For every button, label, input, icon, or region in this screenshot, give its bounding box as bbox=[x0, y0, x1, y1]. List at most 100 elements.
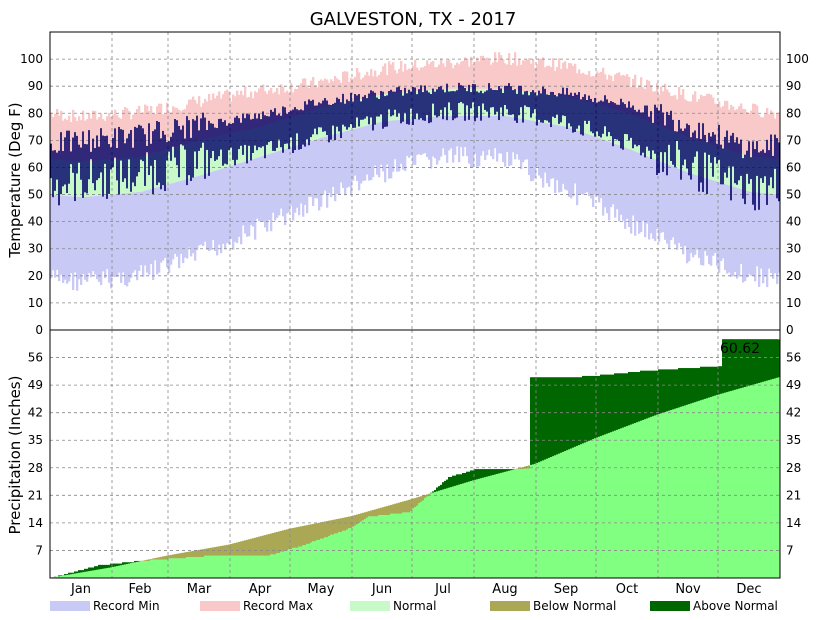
record-max-bar bbox=[340, 82, 343, 104]
record-min-bar bbox=[262, 156, 265, 222]
record-min-bar bbox=[498, 115, 501, 154]
record-min-bar bbox=[706, 178, 709, 256]
record-min-bar bbox=[354, 128, 357, 176]
record-min-bar bbox=[772, 193, 775, 279]
record-min-bar bbox=[536, 121, 539, 167]
precipitation-tick-right: 28 bbox=[786, 461, 801, 475]
record-max-bar bbox=[572, 65, 575, 99]
record-min-bar bbox=[604, 140, 607, 208]
above-normal-bar bbox=[714, 366, 717, 396]
below-normal-bar bbox=[264, 535, 267, 556]
normal-precip-bar bbox=[80, 572, 83, 578]
record-max-bar bbox=[116, 114, 119, 159]
actual-precip-bar bbox=[194, 557, 197, 578]
record-min-bar bbox=[452, 115, 455, 163]
below-normal-bar bbox=[172, 554, 175, 559]
record-min-bar bbox=[304, 142, 307, 205]
record-min-bar bbox=[644, 155, 647, 238]
record-max-bar bbox=[92, 110, 95, 162]
actual-precip-bar bbox=[258, 555, 261, 578]
above-normal-bar bbox=[710, 366, 713, 397]
above-normal-bar bbox=[104, 564, 107, 569]
below-normal-bar bbox=[426, 494, 429, 497]
record-min-bar bbox=[590, 135, 593, 199]
record-min-bar bbox=[524, 119, 527, 160]
above-normal-bar bbox=[670, 369, 673, 411]
record-min-bar bbox=[654, 159, 657, 242]
normal-precip-bar bbox=[472, 480, 475, 578]
normal-precip-bar bbox=[140, 561, 143, 578]
normal-precip-bar bbox=[596, 437, 599, 578]
record-min-bar bbox=[300, 144, 303, 204]
record-min-bar bbox=[364, 126, 367, 181]
record-max-bar bbox=[180, 111, 183, 146]
record-max-bar bbox=[556, 67, 559, 96]
normal-precip-bar bbox=[776, 377, 779, 578]
record-max-bar bbox=[534, 68, 537, 93]
actual-precip-bar bbox=[296, 547, 299, 578]
above-normal-bar bbox=[754, 339, 757, 385]
record-max-bar bbox=[464, 57, 467, 89]
actual-precip-bar bbox=[362, 520, 365, 578]
actual-precip-bar bbox=[222, 555, 225, 578]
above-normal-bar bbox=[442, 482, 445, 490]
record-min-bar bbox=[56, 195, 59, 270]
record-max-bar bbox=[504, 63, 507, 89]
record-min-bar bbox=[122, 193, 125, 273]
record-min-bar bbox=[516, 117, 519, 155]
normal-precip-bar bbox=[690, 403, 693, 578]
actual-precip-bar bbox=[218, 555, 221, 578]
actual-precip-bar bbox=[392, 513, 395, 578]
record-min-bar bbox=[396, 120, 399, 172]
record-max-bar bbox=[382, 66, 385, 95]
normal-precip-bar bbox=[62, 575, 65, 578]
record-max-bar bbox=[108, 112, 111, 160]
actual-precip-bar bbox=[186, 557, 189, 578]
normal-precip-bar bbox=[762, 381, 765, 578]
actual-precip-bar bbox=[416, 505, 419, 578]
record-min-bar bbox=[298, 144, 301, 216]
above-normal-bar bbox=[88, 567, 91, 572]
record-max-bar bbox=[684, 99, 687, 137]
normal-precip-bar bbox=[572, 447, 575, 578]
above-normal-bar bbox=[80, 570, 83, 573]
above-normal-bar bbox=[686, 368, 689, 405]
normal-precip-bar bbox=[84, 571, 87, 578]
normal-precip-bar bbox=[534, 463, 537, 578]
record-max-bar bbox=[420, 67, 423, 91]
record-min-bar bbox=[144, 190, 147, 266]
above-normal-bar bbox=[602, 374, 605, 436]
record-max-bar bbox=[226, 89, 229, 135]
record-max-bar bbox=[770, 110, 773, 159]
record-max-bar bbox=[732, 106, 735, 152]
record-max-bar bbox=[554, 71, 557, 96]
above-normal-bar bbox=[512, 469, 515, 470]
above-normal-bar bbox=[730, 339, 733, 391]
normal-range-bar bbox=[110, 159, 113, 195]
temperature-tick-left: 0 bbox=[35, 323, 43, 337]
below-normal-bar bbox=[396, 503, 399, 514]
normal-precip-bar bbox=[710, 396, 713, 578]
normal-precip-bar bbox=[634, 423, 637, 578]
below-normal-bar bbox=[314, 523, 317, 542]
record-max-bar bbox=[466, 58, 469, 89]
above-normal-bar bbox=[480, 469, 483, 479]
above-normal-bar bbox=[502, 469, 505, 473]
actual-precip-bar bbox=[352, 526, 355, 578]
actual-precip-bar bbox=[176, 558, 179, 578]
normal-precip-bar bbox=[660, 413, 663, 578]
record-max-bar bbox=[348, 81, 351, 102]
actual-precip-bar bbox=[526, 468, 529, 578]
record-max-bar bbox=[778, 112, 781, 160]
below-normal-bar bbox=[162, 556, 165, 560]
record-min-bar bbox=[660, 161, 663, 233]
above-normal-bar bbox=[458, 474, 461, 485]
below-normal-bar bbox=[178, 553, 181, 559]
record-min-bar bbox=[108, 194, 111, 283]
record-max-bar bbox=[686, 100, 689, 137]
record-min-bar bbox=[376, 123, 379, 175]
above-normal-bar bbox=[464, 473, 467, 483]
above-normal-bar bbox=[588, 375, 591, 441]
below-normal-bar bbox=[526, 465, 529, 469]
